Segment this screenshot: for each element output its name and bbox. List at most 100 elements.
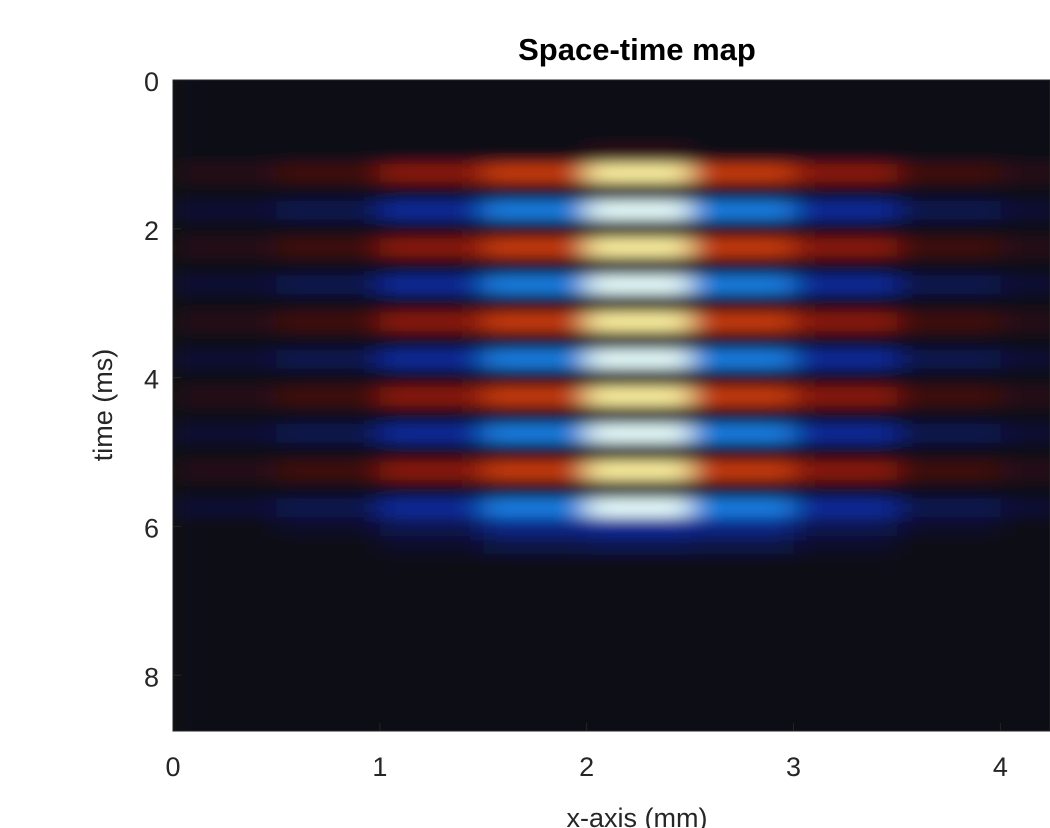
heatmap-cell xyxy=(173,126,277,146)
heatmap-cell xyxy=(276,238,381,258)
heatmap-cell xyxy=(793,461,898,481)
heatmap-cell xyxy=(793,349,898,369)
heatmap-cell xyxy=(379,275,484,295)
heatmap-cell xyxy=(586,275,691,295)
heatmap-cell xyxy=(276,80,381,90)
heatmap-cell xyxy=(483,721,588,731)
heatmap-cell xyxy=(379,628,484,648)
heatmap-cell xyxy=(379,126,484,146)
heatmap-cell xyxy=(690,610,795,630)
heatmap-cell xyxy=(586,256,691,276)
heatmap-cell xyxy=(586,219,691,239)
heatmap-cell xyxy=(896,163,1001,183)
heatmap-cell xyxy=(1000,256,1050,276)
heatmap-cell xyxy=(1000,349,1050,369)
heatmap-cell xyxy=(896,591,1001,611)
heatmap-cell xyxy=(276,610,381,630)
heatmap-cell xyxy=(586,349,691,369)
heatmap-cell xyxy=(690,498,795,518)
heatmap-cell xyxy=(483,535,588,555)
heatmap-cell xyxy=(1000,591,1050,611)
heatmap-cell xyxy=(1000,665,1050,685)
heatmap-cell xyxy=(276,386,381,406)
heatmap-cell xyxy=(1000,461,1050,481)
heatmap-cell xyxy=(690,684,795,704)
heatmap-cell xyxy=(793,442,898,462)
heatmap-cell xyxy=(586,442,691,462)
heatmap-cell xyxy=(379,610,484,630)
heatmap-cell xyxy=(1000,126,1050,146)
heatmap-cell xyxy=(379,461,484,481)
heatmap-cell xyxy=(173,591,277,611)
heatmap-cell xyxy=(690,647,795,667)
heatmap-cell xyxy=(690,703,795,723)
heatmap-cell xyxy=(896,517,1001,537)
heatmap-cell xyxy=(483,405,588,425)
heatmap-cell xyxy=(276,349,381,369)
heatmap-cell xyxy=(896,554,1001,574)
heatmap-cell xyxy=(1000,684,1050,704)
heatmap-cell xyxy=(896,80,1001,90)
heatmap-cell xyxy=(586,498,691,518)
heatmap-cell xyxy=(483,591,588,611)
heatmap-cell xyxy=(586,703,691,723)
heatmap-cell xyxy=(379,721,484,731)
heatmap-cell xyxy=(1000,331,1050,351)
heatmap-cell xyxy=(896,107,1001,127)
heatmap-cell xyxy=(1000,275,1050,295)
heatmap-cell xyxy=(276,628,381,648)
heatmap-cell xyxy=(483,610,588,630)
heatmap-cell xyxy=(690,238,795,258)
heatmap-cell xyxy=(173,703,277,723)
heatmap-cell xyxy=(483,479,588,499)
heatmap-cell xyxy=(276,442,381,462)
heatmap-cell xyxy=(173,479,277,499)
heatmap-cell xyxy=(276,684,381,704)
heatmap-cell xyxy=(586,107,691,127)
heatmap-cell xyxy=(896,535,1001,555)
heatmap-cell xyxy=(276,331,381,351)
heatmap-cell xyxy=(379,312,484,332)
heatmap-cell xyxy=(690,89,795,109)
heatmap-cell xyxy=(896,684,1001,704)
heatmap-cell xyxy=(793,721,898,731)
heatmap-cell xyxy=(173,647,277,667)
heatmap-cell xyxy=(173,517,277,537)
heatmap-cell xyxy=(1000,572,1050,592)
heatmap-cell xyxy=(173,498,277,518)
heatmap-cell xyxy=(1000,182,1050,202)
heatmap-cell xyxy=(793,331,898,351)
heatmap-cell xyxy=(793,80,898,90)
heatmap-cell xyxy=(586,479,691,499)
heatmap-cell xyxy=(379,80,484,90)
heatmap-cell xyxy=(379,647,484,667)
heatmap-cell xyxy=(483,238,588,258)
heatmap-cell xyxy=(690,386,795,406)
heatmap-cell xyxy=(896,275,1001,295)
heatmap-cell xyxy=(690,293,795,313)
heatmap-cell xyxy=(276,163,381,183)
heatmap-cell xyxy=(483,386,588,406)
x-tick-label: 4 xyxy=(993,752,1008,782)
x-tick-label: 0 xyxy=(165,752,180,782)
heatmap-cell xyxy=(896,256,1001,276)
heatmap-cell xyxy=(1000,442,1050,462)
heatmap-cell xyxy=(896,721,1001,731)
heatmap-cell xyxy=(483,89,588,109)
heatmap-cell xyxy=(793,386,898,406)
heatmap-cell xyxy=(896,628,1001,648)
heatmap-cell xyxy=(690,591,795,611)
heatmap-cell xyxy=(483,145,588,165)
heatmap-cell xyxy=(379,591,484,611)
heatmap-cell xyxy=(379,163,484,183)
heatmap-cell xyxy=(586,312,691,332)
heatmap-cell xyxy=(379,200,484,220)
heatmap-cell xyxy=(483,442,588,462)
heatmap-cell xyxy=(586,405,691,425)
heatmap-cell xyxy=(276,405,381,425)
heatmap-cell xyxy=(690,182,795,202)
heatmap-cell xyxy=(1000,610,1050,630)
heatmap-cell xyxy=(276,572,381,592)
heatmap-cell xyxy=(896,219,1001,239)
heatmap-cell xyxy=(173,275,277,295)
